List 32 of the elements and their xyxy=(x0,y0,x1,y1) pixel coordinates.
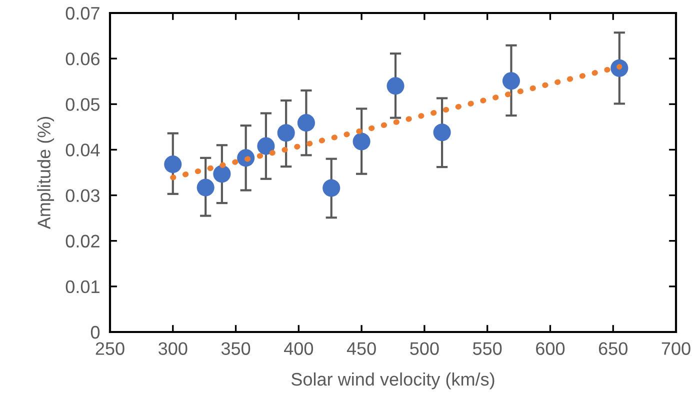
x-tick-label: 250 xyxy=(96,342,124,355)
y-tick-label: 0.06 xyxy=(66,52,100,66)
x-tick-label: 600 xyxy=(536,342,565,355)
point xyxy=(164,156,182,174)
y-tick-label: 0.01 xyxy=(66,280,100,294)
x-tick-label: 300 xyxy=(158,342,188,355)
point xyxy=(277,124,295,142)
y-tick-label: 0 xyxy=(90,326,100,339)
x-tick-label: 700 xyxy=(662,342,690,355)
point xyxy=(352,132,370,150)
point xyxy=(297,114,315,132)
x-tick-label: 500 xyxy=(410,342,439,355)
y-tick-label: 0.03 xyxy=(66,189,100,202)
point xyxy=(386,77,404,95)
point xyxy=(257,137,275,155)
point xyxy=(433,124,451,142)
x-axis-title: Solar wind velocity (km/s) xyxy=(291,372,494,390)
point xyxy=(322,179,340,197)
x-tick-label: 450 xyxy=(346,342,376,355)
point xyxy=(196,178,214,196)
x-tick-label: 400 xyxy=(284,342,314,355)
y-tick-label: 0.04 xyxy=(66,144,100,156)
y-tick-label: 0.05 xyxy=(66,98,100,111)
y-axis-title: Amplitude (%) xyxy=(37,116,54,230)
point xyxy=(213,165,231,183)
y-tick-label: 0.07 xyxy=(66,6,100,20)
x-tick-label: 550 xyxy=(472,342,502,355)
x-tick-label: 650 xyxy=(598,342,628,355)
y-tick-label: 0.02 xyxy=(66,234,100,248)
x-tick-label: 350 xyxy=(221,342,250,355)
point xyxy=(502,72,520,90)
point xyxy=(610,59,628,77)
